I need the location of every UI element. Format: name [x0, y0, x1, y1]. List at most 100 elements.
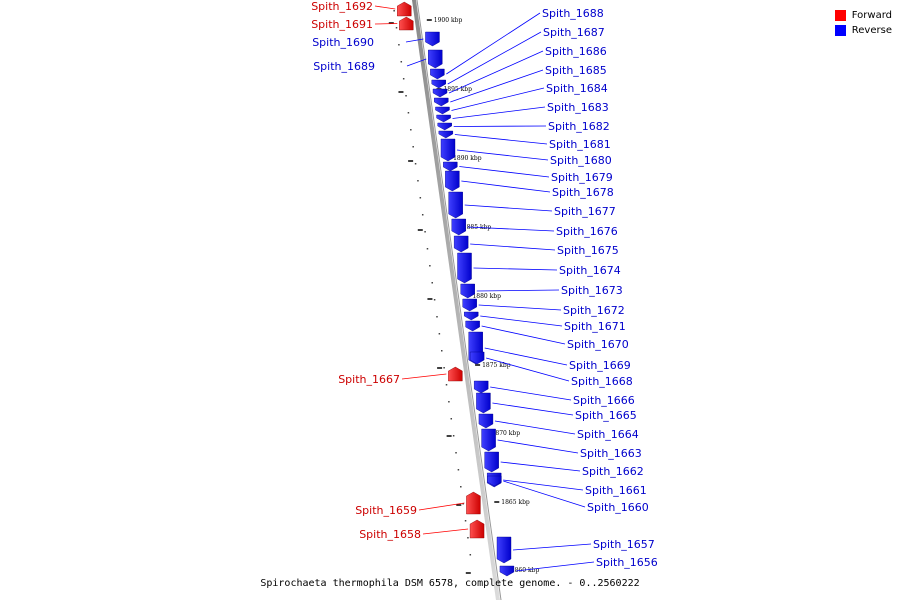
minor-tick-mark	[462, 503, 464, 505]
tick-label: 1860 kbp	[511, 567, 540, 574]
gene-feature	[453, 235, 469, 253]
minor-tick-mark	[450, 418, 453, 420]
gene-label: Spith_1687	[543, 26, 605, 39]
minor-tick-mark	[431, 282, 433, 284]
gene-label: Spith_1685	[545, 64, 607, 77]
minor-tick-mark	[469, 554, 472, 556]
gene-feature	[448, 191, 463, 219]
gene-label: Spith_1680	[550, 154, 612, 167]
gene-label: Spith_1665	[575, 409, 637, 422]
minor-tick-mark	[445, 384, 448, 386]
gene-feature	[466, 491, 481, 515]
gene-leader-line	[490, 386, 572, 401]
legend: Forward Reverse	[834, 8, 892, 38]
gene-feature	[487, 475, 502, 487]
minor-tick-mark	[438, 333, 441, 335]
gene-feature	[499, 565, 515, 577]
gene-label: Spith_1683	[547, 101, 609, 114]
minor-tick-mark	[457, 469, 460, 471]
minor-tick-mark	[402, 78, 405, 80]
minor-tick-mark	[421, 214, 424, 216]
gene-feature	[484, 451, 499, 473]
minor-tick-mark	[467, 537, 469, 539]
minor-tick-mark	[400, 61, 403, 63]
gene-leader-line	[478, 304, 562, 311]
gene-feature	[496, 536, 512, 564]
gene-leader-line	[450, 69, 544, 103]
gene-label: Spith_1659	[355, 504, 417, 517]
gene-label: Spith_1660	[587, 501, 649, 514]
gene-feature	[428, 49, 443, 69]
minor-tick-mark	[460, 486, 462, 488]
minor-tick-mark	[455, 452, 457, 454]
gene-feature	[397, 1, 412, 17]
gene-feature	[481, 428, 496, 452]
gene-leader-line	[494, 420, 576, 435]
gene-label: Spith_1692	[311, 0, 373, 13]
gene-label: Spith_1657	[593, 538, 655, 551]
minor-tick-mark	[393, 10, 395, 12]
gene-leader-line	[503, 479, 584, 491]
gene-leader-line	[481, 325, 566, 345]
gene-label: Spith_1664	[577, 428, 639, 441]
gene-label: Spith_1686	[545, 45, 607, 58]
tick-label: 1880 kbp	[472, 293, 501, 300]
gene-label: Spith_1679	[551, 171, 613, 184]
gene-leader-line	[374, 5, 396, 10]
gene-label: Spith_1666	[573, 394, 635, 407]
minor-tick-mark	[417, 180, 419, 182]
minor-tick-mark	[464, 520, 467, 522]
legend-forward-label: Forward	[851, 10, 892, 21]
gene-label: Spith_1681	[549, 138, 611, 151]
gene-label: Spith_1688	[542, 7, 604, 20]
gene-leader-line	[418, 502, 465, 511]
gene-leader-line	[446, 12, 541, 75]
gene-feature	[437, 122, 452, 131]
tick-label: 1900 kbp	[434, 17, 463, 24]
minor-tick-mark	[395, 27, 398, 29]
gene-leader-line	[512, 543, 592, 551]
gene-label: Spith_1670	[567, 338, 629, 351]
gene-feature	[443, 161, 458, 172]
minor-tick-mark	[410, 129, 412, 131]
gene-feature	[464, 311, 479, 321]
gene-label: Spith_1675	[557, 244, 619, 257]
gene-feature	[478, 413, 494, 429]
gene-leader-line	[467, 226, 555, 232]
gene-label: Spith_1673	[561, 284, 623, 297]
minor-tick-mark	[452, 435, 455, 437]
gene-feature	[457, 252, 472, 284]
gene-label: Spith_1668	[571, 375, 633, 388]
minor-tick-mark	[424, 231, 426, 233]
gene-leader-line	[453, 125, 547, 127]
legend-forward: Forward	[834, 8, 892, 23]
gene-feature	[434, 97, 449, 107]
gene-leader-line	[461, 180, 551, 193]
gene-feature	[460, 283, 475, 299]
gene-label: Spith_1674	[559, 264, 621, 277]
gene-label: Spith_1691	[311, 18, 373, 31]
gene-leader-line	[405, 38, 424, 43]
gene-label: Spith_1663	[580, 447, 642, 460]
gene-feature	[435, 106, 450, 115]
gene-label: Spith_1690	[312, 36, 374, 49]
legend-reverse-label: Reverse	[851, 25, 892, 36]
legend-reverse: Reverse	[834, 23, 892, 38]
genome-backbone	[411, 0, 501, 600]
gene-feature	[440, 138, 456, 162]
gene-leader-line	[515, 561, 595, 572]
gene-leader-line	[401, 373, 447, 380]
gene-label: Spith_1662	[582, 465, 644, 478]
gene-label: Spith_1684	[546, 82, 608, 95]
gene-feature	[448, 366, 463, 382]
gene-leader-line	[452, 106, 546, 119]
gene-label: Spith_1682	[548, 120, 610, 133]
minor-tick-mark	[405, 95, 407, 97]
gene-leader-line	[480, 315, 563, 327]
reverse-swatch	[834, 25, 846, 36]
genome-backbone-edge	[416, 0, 502, 600]
gene-label: Spith_1676	[556, 225, 618, 238]
gene-feature	[436, 114, 451, 123]
gene-label: Spith_1661	[585, 484, 647, 497]
